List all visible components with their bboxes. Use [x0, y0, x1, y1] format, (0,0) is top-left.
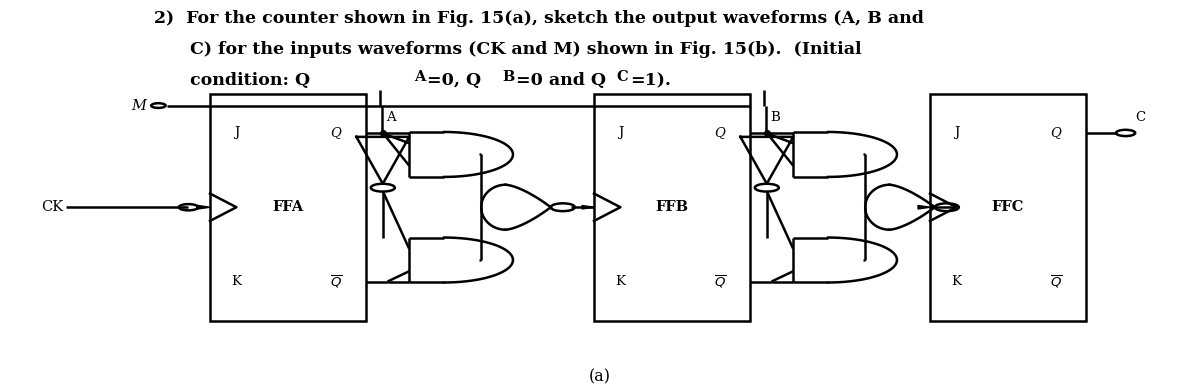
Text: 2)  For the counter shown in Fig. 15(a), sketch the output waveforms (A, B and: 2) For the counter shown in Fig. 15(a), …: [154, 10, 924, 27]
Circle shape: [1116, 130, 1135, 136]
Text: M: M: [132, 99, 146, 113]
Circle shape: [935, 203, 959, 211]
Text: Q: Q: [714, 126, 726, 140]
Text: $\overline{Q}$: $\overline{Q}$: [714, 273, 726, 290]
Text: $\overline{Q}$: $\overline{Q}$: [1050, 273, 1062, 290]
Text: =1).: =1).: [630, 72, 671, 89]
Text: J: J: [954, 126, 959, 140]
Circle shape: [371, 184, 395, 192]
Text: (a): (a): [589, 369, 611, 386]
Text: A: A: [386, 111, 396, 124]
Text: Q: Q: [1050, 126, 1062, 140]
Text: B: B: [503, 70, 515, 84]
Text: C) for the inputs waveforms (CK and M) shown in Fig. 15(b).  (Initial: C) for the inputs waveforms (CK and M) s…: [154, 41, 862, 58]
Text: J: J: [618, 126, 623, 140]
Text: Q: Q: [330, 126, 342, 140]
Text: C: C: [1135, 111, 1145, 124]
Circle shape: [755, 184, 779, 192]
Text: A: A: [414, 70, 425, 84]
Bar: [210, 94, 366, 321]
Circle shape: [151, 103, 166, 108]
Text: J: J: [234, 126, 239, 140]
Bar: [594, 94, 750, 321]
Text: FFC: FFC: [992, 200, 1024, 214]
Text: K: K: [952, 275, 961, 288]
Text: =0, Q: =0, Q: [427, 72, 481, 89]
Text: FFA: FFA: [272, 200, 304, 214]
Polygon shape: [197, 205, 210, 209]
Bar: [930, 94, 1086, 321]
Polygon shape: [918, 206, 930, 209]
Text: =0 and Q: =0 and Q: [516, 72, 606, 89]
Text: condition: Q: condition: Q: [154, 72, 310, 89]
Text: FFB: FFB: [655, 200, 689, 214]
Circle shape: [551, 203, 575, 211]
Text: K: K: [232, 275, 241, 288]
Polygon shape: [582, 206, 594, 209]
Text: B: B: [770, 111, 780, 124]
Text: K: K: [616, 275, 625, 288]
Circle shape: [179, 204, 198, 210]
Text: $\overline{Q}$: $\overline{Q}$: [330, 273, 342, 290]
Text: C: C: [617, 70, 629, 84]
Text: CK: CK: [41, 200, 64, 214]
